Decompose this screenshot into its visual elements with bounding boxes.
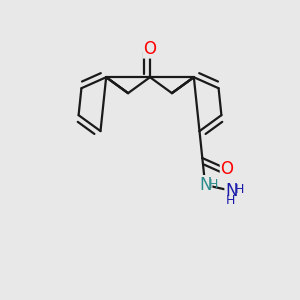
Text: N: N	[199, 176, 211, 194]
Text: O: O	[143, 40, 157, 58]
Text: N: N	[225, 182, 238, 200]
Text: H: H	[235, 183, 244, 196]
Text: H: H	[209, 178, 218, 190]
Text: H: H	[226, 194, 235, 207]
Text: O: O	[220, 160, 234, 178]
